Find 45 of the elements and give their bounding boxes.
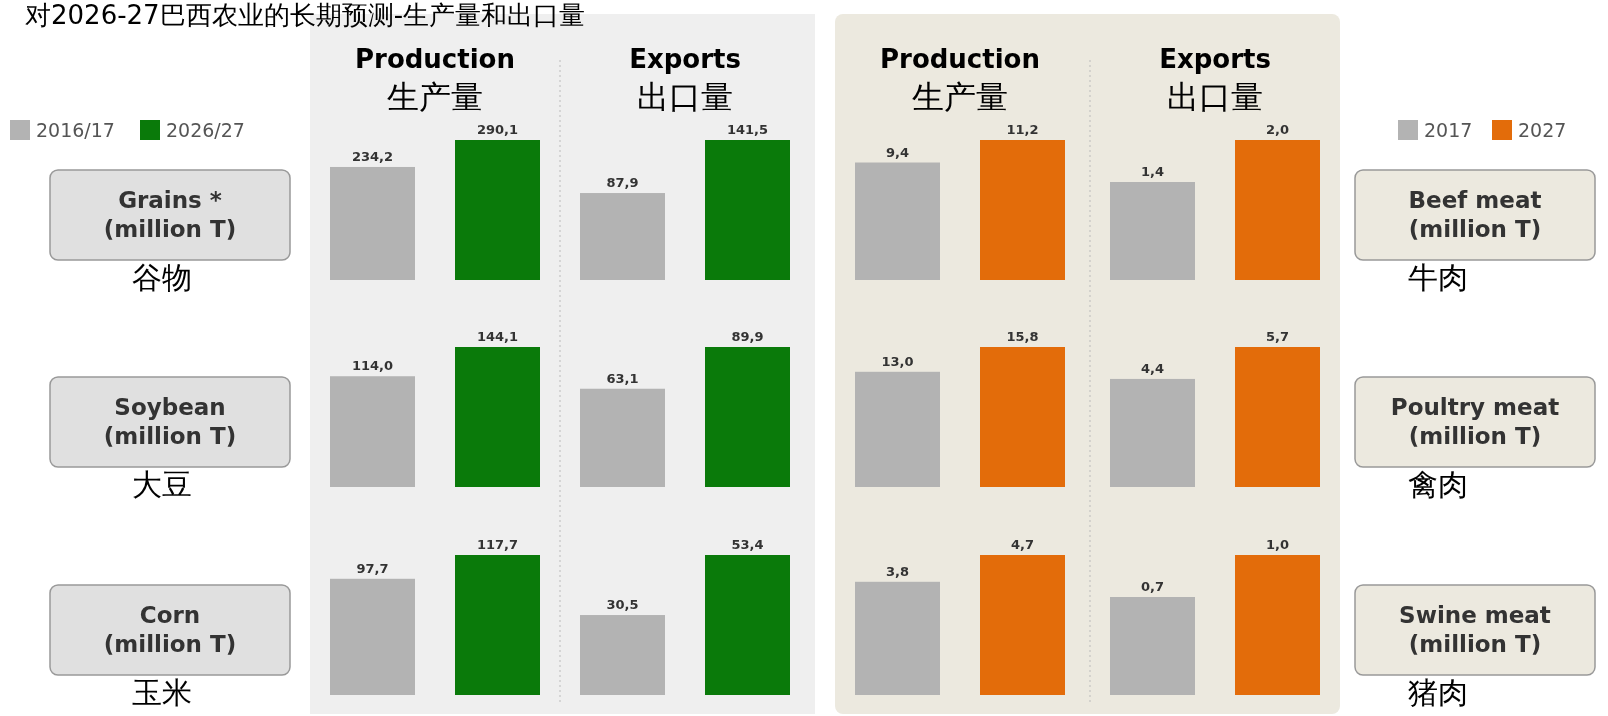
- legend-label: 2016/17: [36, 119, 115, 141]
- legend-label: 2026/27: [166, 119, 245, 141]
- data-label: 3,8: [885, 563, 910, 579]
- y-axis-title: Grains * (million T): [103, 187, 237, 242]
- data-label: 5,7: [1265, 329, 1290, 344]
- data-label: 141,5: [726, 122, 769, 137]
- text: 牛肉: [1408, 260, 1468, 295]
- text: 谷物: [132, 260, 192, 295]
- data-label: 117,7: [476, 537, 519, 552]
- data-label: 290,1: [476, 122, 519, 137]
- data-label: 89,9: [731, 329, 764, 344]
- data-label: 53,4: [731, 537, 764, 552]
- data-label: 11,2: [1006, 122, 1039, 137]
- chart-subtitle: Exports 出口量: [629, 44, 741, 116]
- data-label: 4,4: [1140, 360, 1165, 376]
- chart-title: 对2026-27巴西农业的长期预测-生产量和出口量: [25, 0, 586, 30]
- legend-label: 2017: [1424, 119, 1473, 141]
- y-axis-title: Beef meat (million T): [1408, 187, 1542, 242]
- data-label: 15,8: [1006, 329, 1039, 344]
- y-axis-title: Swine meat (million T): [1399, 602, 1551, 657]
- data-label: 9,4: [885, 144, 910, 160]
- data-label: 87,9: [606, 175, 639, 191]
- data-label: 114,0: [351, 358, 394, 374]
- y-axis-title: Corn (million T): [103, 602, 237, 657]
- data-label: 4,7: [1010, 537, 1035, 552]
- text: 猪肉: [1408, 675, 1468, 710]
- legend-label: 2027: [1518, 119, 1567, 141]
- text: 大豆: [132, 467, 192, 502]
- data-label: 0,7: [1140, 579, 1165, 594]
- data-label: 63,1: [606, 370, 639, 386]
- data-label: 97,7: [356, 560, 389, 576]
- data-label: 1,0: [1265, 537, 1290, 552]
- data-label: 13,0: [881, 353, 914, 369]
- chart-subtitle: Production 生产量: [355, 44, 515, 116]
- chart-subtitle: Production 生产量: [880, 44, 1040, 116]
- text: 禽肉: [1408, 467, 1468, 502]
- text: 玉米: [132, 675, 192, 710]
- data-label: 1,4: [1140, 164, 1165, 179]
- data-label: 234,2: [351, 148, 394, 164]
- y-axis-title: Poultry meat (million T): [1390, 394, 1560, 449]
- chart-subtitle: Exports 出口量: [1159, 44, 1271, 116]
- y-axis-title: Soybean (million T): [103, 394, 237, 449]
- data-label: 2,0: [1265, 122, 1290, 137]
- data-label: 30,5: [606, 597, 639, 613]
- data-label: 144,1: [476, 329, 519, 344]
